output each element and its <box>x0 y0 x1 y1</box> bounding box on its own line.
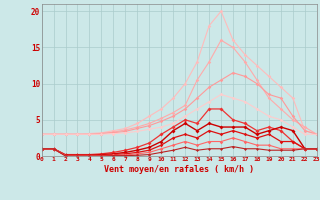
X-axis label: Vent moyen/en rafales ( km/h ): Vent moyen/en rafales ( km/h ) <box>104 165 254 174</box>
